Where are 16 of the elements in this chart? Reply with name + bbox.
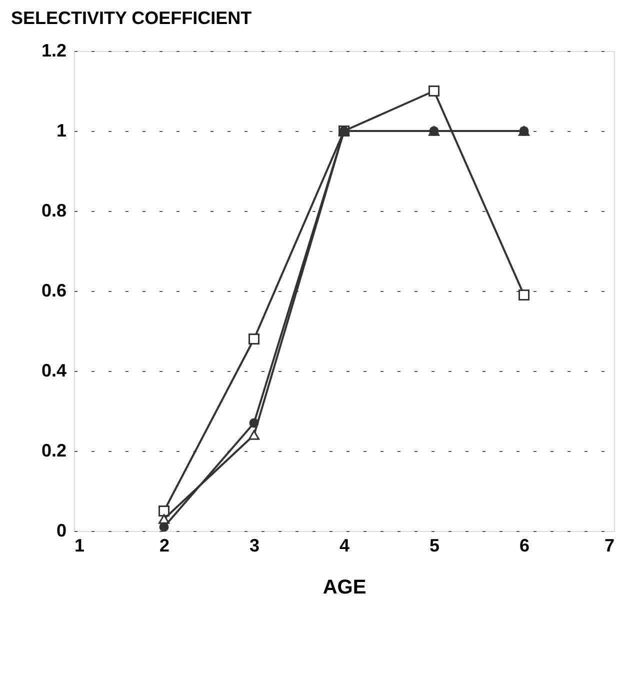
x-tick-label: 2: [159, 536, 170, 556]
x-tick-label: 7: [604, 536, 614, 556]
x-tick-label: 6: [519, 536, 530, 556]
x-axis-title: AGE: [322, 576, 366, 598]
y-tick-label: 0.8: [41, 200, 66, 220]
y-tick-label: 1.2: [41, 40, 66, 60]
y-tick-label: 0.2: [41, 440, 66, 460]
y-tick-label: 0.6: [41, 280, 66, 300]
y-tick-label: 0.4: [41, 360, 66, 380]
x-tick-label: 1: [74, 536, 85, 556]
y-tick-label: 1: [56, 120, 66, 140]
y-axis-title: SELECTIVITY COEFFICIENT: [10, 8, 252, 28]
x-tick-label: 4: [339, 536, 350, 556]
x-tick-label: 5: [429, 536, 440, 556]
y-tick-label: 0: [56, 520, 66, 540]
x-tick-label: 3: [249, 536, 260, 556]
